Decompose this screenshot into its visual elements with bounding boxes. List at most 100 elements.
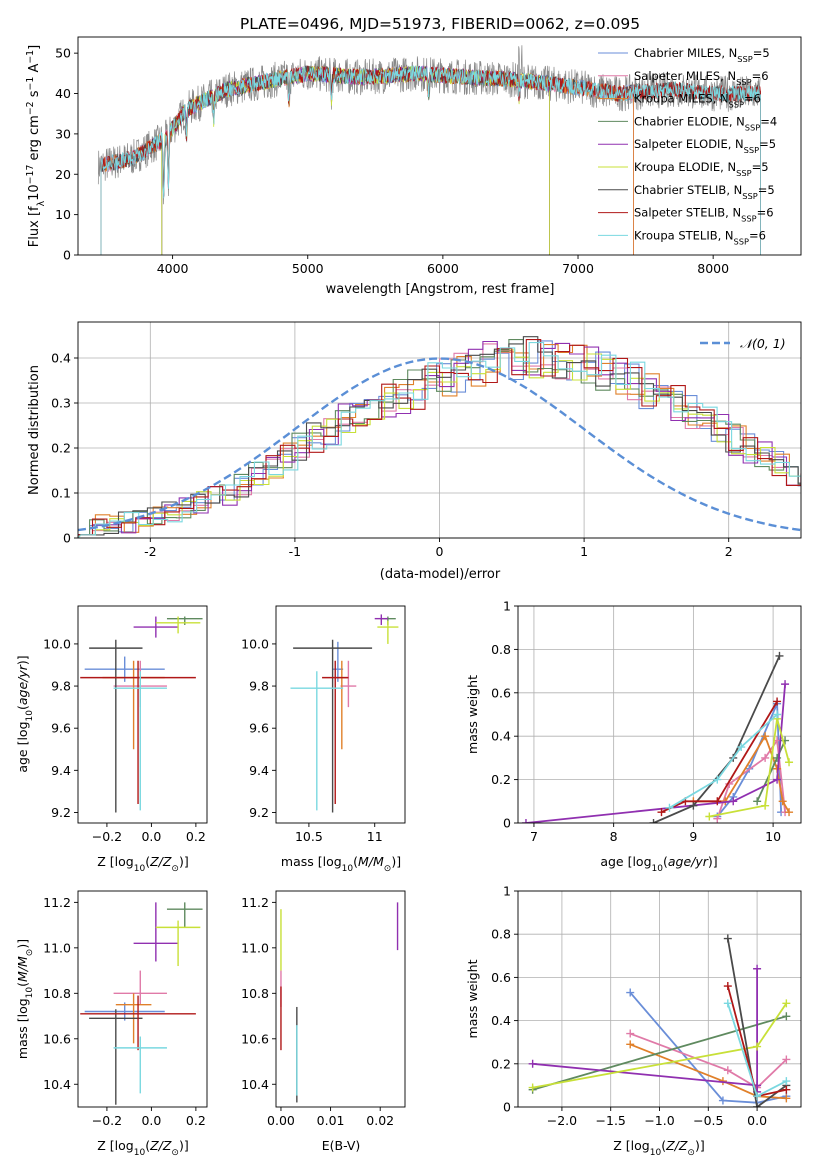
- weight-marker: [528, 1083, 537, 1092]
- weight-marker: [753, 797, 762, 806]
- weight-line: [653, 655, 781, 823]
- y-tick-label: 10.6: [241, 1031, 269, 1046]
- y-tick-label: 10.8: [241, 986, 269, 1001]
- weight-marker: [782, 1077, 791, 1086]
- x-tick-label: 11: [367, 829, 383, 844]
- weight-marker: [723, 1066, 732, 1075]
- y-tick-label: 0: [63, 531, 71, 546]
- weight-marker: [521, 819, 530, 823]
- x-tick-label: 0.2: [186, 829, 206, 844]
- weight-marker: [753, 1042, 762, 1051]
- y-axis-label: Normed distribution: [27, 365, 42, 495]
- legend-entry: Chabrier STELIB, NSSP=5: [634, 183, 775, 201]
- weight-marker: [761, 801, 770, 810]
- legend-entry: Chabrier MILES, NSSP=5: [634, 46, 770, 64]
- weight-marker: [723, 982, 732, 991]
- y-tick-label: 11.0: [241, 940, 269, 955]
- y-tick-label: 1: [503, 884, 511, 899]
- plot-area: [97, 45, 761, 255]
- y-tick-label: 0.2: [491, 772, 511, 787]
- y-tick-label: 9.2: [51, 805, 71, 820]
- x-axis-label: wavelength [Angstrom, rest frame]: [326, 282, 555, 297]
- y-tick-label: 10.4: [241, 1077, 269, 1092]
- y-tick-label: 20: [55, 167, 71, 182]
- x-tick-label: 8000: [697, 261, 729, 276]
- y-tick-label: 9.6: [51, 721, 71, 736]
- y-tick-label: 0.2: [491, 1056, 511, 1071]
- x-axis-label: Z [log10(Z/Z⊙)]: [97, 854, 188, 874]
- histogram-series: [78, 336, 801, 538]
- legend-entry: Salpeter ELODIE, NSSP=5: [634, 137, 776, 155]
- weight-marker: [753, 1103, 762, 1107]
- plot-area: [521, 651, 794, 823]
- axes-frame: [77, 890, 208, 1108]
- x-tick-label: 0.00: [267, 1113, 295, 1128]
- weight-marker: [649, 819, 658, 823]
- model-spectrum-line: [100, 65, 634, 255]
- y-tick-label: 0.2: [51, 441, 71, 456]
- y-tick-label: 0.8: [491, 927, 511, 942]
- x-axis-label: age [log10(age/yr)]: [600, 854, 717, 874]
- histogram-series: [78, 349, 801, 538]
- model-spectrum-line: [100, 65, 634, 255]
- x-tick-label: 0.0: [141, 1113, 161, 1128]
- x-tick-label: -2: [144, 544, 156, 559]
- legend: 𝒩(0, 1): [700, 336, 786, 351]
- x-tick-label: 9: [689, 829, 697, 844]
- weight-marker: [737, 743, 746, 752]
- x-axis-label: Z [log10(Z/Z⊙)]: [613, 1138, 704, 1158]
- x-tick-label: 4000: [157, 261, 189, 276]
- x-axis-label: Z [log10(Z/Z⊙)]: [97, 1138, 188, 1158]
- y-tick-label: 1: [503, 599, 511, 614]
- age_weight-axes: 7 8 9 10 0 0.2 0.4 0.6 0.8 1 mass weight age [log10…: [465, 599, 802, 874]
- axes-frame: [275, 890, 406, 1108]
- y-tick-label: 9.8: [249, 679, 269, 694]
- x-tick-label: −1.0: [644, 1113, 674, 1128]
- weight-marker: [665, 803, 674, 812]
- weight-marker: [782, 1094, 791, 1103]
- weight-marker: [761, 732, 770, 741]
- y-tick-label: 9.4: [249, 763, 269, 778]
- plot-area: [80, 902, 203, 1105]
- weight-marker: [626, 988, 635, 997]
- weight-marker: [705, 812, 714, 821]
- y-tick-label: 30: [55, 126, 71, 141]
- plot-area: [290, 614, 399, 813]
- weight-marker: [626, 1040, 635, 1049]
- weight-marker: [782, 999, 791, 1008]
- weight-line: [669, 713, 778, 809]
- y-tick-label: 11.0: [43, 940, 71, 955]
- histogram-series: [78, 342, 801, 538]
- x-tick-label: 0.2: [186, 1113, 206, 1128]
- x-tick-label: 7000: [562, 261, 594, 276]
- y-tick-label: 0.1: [51, 486, 71, 501]
- histogram-series: [78, 344, 801, 538]
- x-tick-label: 0: [436, 544, 444, 559]
- weight-marker: [782, 1055, 791, 1064]
- legend-entry: Kroupa STELIB, NSSP=6: [634, 228, 766, 246]
- weight-marker: [785, 758, 794, 767]
- y-tick-label: 0.3: [51, 396, 71, 411]
- weight-marker: [713, 814, 722, 823]
- x-tick-label: -1: [289, 544, 301, 559]
- x-tick-label: −1.5: [596, 1113, 626, 1128]
- y-tick-label: 0.4: [491, 729, 511, 744]
- z_age-axes: −0.2 0.0 0.2 9.2 9.4 9.6 9.8 10.0 Z [log10(Z/Z⊙)…: [15, 605, 208, 874]
- weight-marker: [781, 680, 790, 689]
- y-tick-label: 0: [63, 248, 71, 263]
- x-tick-label: −2.0: [547, 1113, 577, 1128]
- axes-frame: [77, 605, 208, 824]
- residuals-axes: -2 -1 0 1 2 0 0.1 0.2 0.3 0.4 (data-model)/error No…: [27, 321, 802, 582]
- y-axis-label: mass [log10(M/M⊙)]: [15, 939, 35, 1059]
- weight-marker: [773, 775, 782, 784]
- x-tick-label: 6000: [427, 261, 459, 276]
- y-tick-label: 11.2: [43, 895, 71, 910]
- x-tick-label: −0.2: [92, 1113, 122, 1128]
- weight-line: [629, 1032, 788, 1089]
- weight-marker: [626, 1029, 635, 1038]
- x-tick-label: 7: [530, 829, 538, 844]
- axes-frame: [517, 605, 802, 824]
- y-tick-label: 9.8: [51, 679, 71, 694]
- y-axis-label: age [log10(age/yr)]: [15, 655, 35, 772]
- weight-marker: [729, 797, 738, 806]
